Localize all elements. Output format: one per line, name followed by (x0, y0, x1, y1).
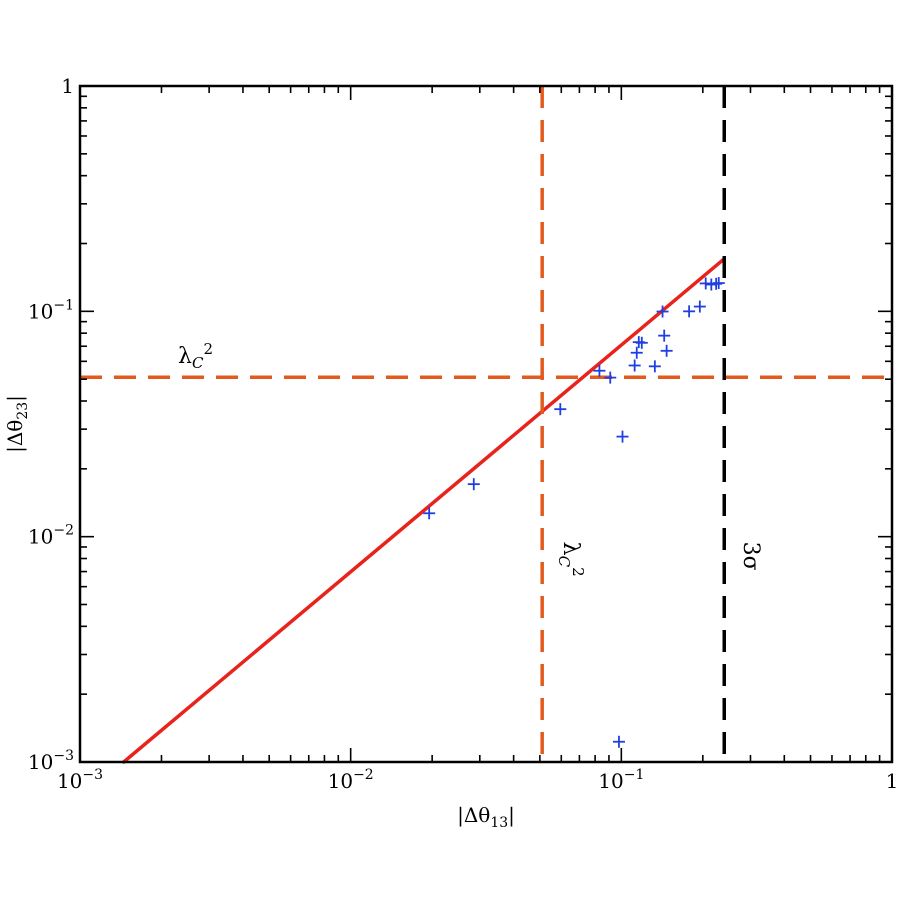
data-point (554, 403, 567, 416)
reference-line-label-2: λC2 (178, 340, 213, 372)
y-axis-label: |Δθ23| (3, 395, 31, 453)
plot-frame (78, 84, 894, 764)
x-tick-label: 10−2 (328, 767, 374, 793)
data-point (630, 346, 643, 359)
reference-line-label-1: λC2 (555, 542, 587, 577)
fit-line (121, 257, 726, 764)
data-point (648, 360, 661, 373)
data-point (699, 277, 712, 290)
y-tick-label: 10−3 (28, 748, 74, 774)
x-tick-label: 10−3 (57, 767, 103, 793)
x-axis-label: |Δθ13| (457, 803, 515, 831)
data-point (660, 344, 673, 357)
x-axis-label-main: |Δθ13| (457, 803, 515, 831)
data-point (658, 329, 671, 342)
reference-line-label-3: 3σ (738, 542, 763, 571)
x-tick-label: 10−1 (598, 767, 644, 793)
data-point (635, 336, 648, 349)
data-point (693, 300, 706, 313)
tick-labels: 10−3 10−2 10−1 1 10−3 10−2 10−1 1 (28, 74, 898, 793)
y-tick-label: 1 (61, 74, 74, 98)
data-point (628, 359, 641, 372)
y-axis-label-main: |Δθ23| (3, 395, 31, 453)
x-tick-label: 1 (886, 769, 899, 793)
data-point (604, 371, 617, 384)
data-point (593, 364, 606, 377)
data-point (656, 305, 669, 318)
data-point (423, 507, 436, 520)
data-point (612, 735, 625, 748)
data-point (683, 305, 696, 318)
data-point (616, 430, 629, 443)
data-point (467, 478, 480, 491)
data-point (712, 277, 725, 290)
y-tick-label: 10−1 (28, 297, 74, 323)
y-tick-label: 10−2 (28, 523, 74, 549)
plot-area: λC2 λC2 3σ (80, 86, 892, 764)
ticks (79, 85, 893, 763)
